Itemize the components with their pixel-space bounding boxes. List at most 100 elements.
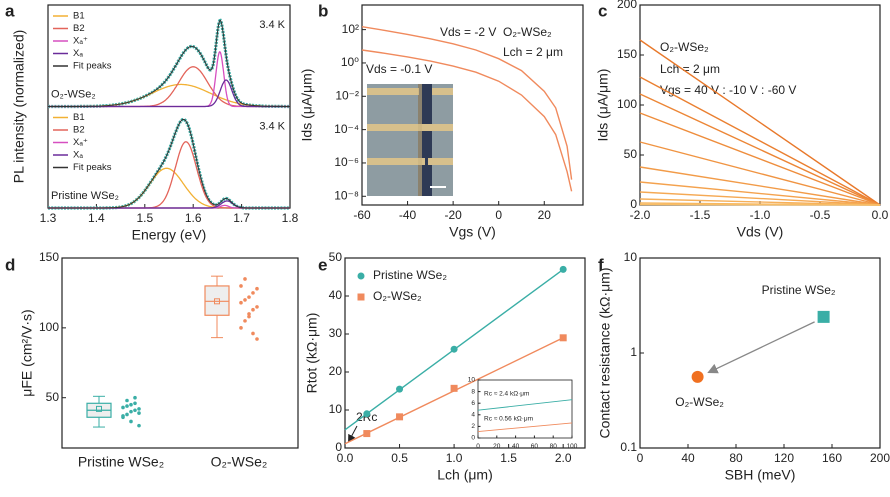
data-point <box>251 307 255 312</box>
panel-letter: e <box>318 255 327 274</box>
x-axis-label: SBH (meV) <box>725 467 796 483</box>
x-tick-label: -20 <box>444 208 462 222</box>
y-axis-label: Ids (μA/μm) <box>299 69 315 142</box>
plot-frame <box>344 257 586 449</box>
data-line <box>639 93 881 206</box>
y-tick-label: 0 <box>630 197 637 211</box>
data-line <box>639 203 881 206</box>
y-tick-label: 4 <box>471 412 475 419</box>
x-tick-label: Pristine WSe₂ <box>78 454 164 470</box>
annotation-arrow <box>348 425 358 443</box>
y-tick-label: 10 <box>468 377 476 384</box>
data-point <box>247 312 251 316</box>
data-point <box>125 404 129 408</box>
y-axis-label: Contact resistance (kΩ·μm) <box>597 267 613 438</box>
x-tick-label: 0 <box>637 451 644 465</box>
point-label: O₂-WSe₂ <box>675 395 724 409</box>
legend-label: B2 <box>73 23 85 34</box>
x-tick-label: 1.5 <box>500 451 517 465</box>
x-tick-label: 0 <box>476 443 480 450</box>
y-tick-label: 0 <box>335 440 342 454</box>
data-point <box>251 331 255 336</box>
data-line <box>639 112 881 206</box>
legend-label: Fit peaks <box>73 162 112 173</box>
mean <box>214 298 220 305</box>
annotation: Lch = 2 μm <box>660 62 720 76</box>
y-tick-label: 10 <box>329 402 343 416</box>
data-point <box>137 423 141 428</box>
y-tick-label: 10⁰ <box>341 55 359 69</box>
x-tick-label: -2.0 <box>630 208 651 222</box>
x-tick-label: 1.7 <box>233 211 250 225</box>
y-tick-label: 0 <box>471 435 475 442</box>
data-point <box>450 345 458 353</box>
y-tick-label: 2 <box>471 423 475 430</box>
x-tick-label: O₂-WSe₂ <box>211 454 268 470</box>
fit-curve <box>48 19 290 107</box>
y-tick-label: 0.1 <box>620 440 637 454</box>
x-axis-label: Vds (V) <box>737 224 784 240</box>
data-line <box>639 166 881 206</box>
data-point <box>125 398 129 403</box>
data-point <box>239 284 243 288</box>
plot-frame <box>639 4 881 206</box>
y-tick-label: 10² <box>342 22 359 36</box>
annotation: O₂-WSe₂ <box>503 25 552 39</box>
x-axis-label: Vgs (V) <box>449 224 496 240</box>
data-point <box>247 295 251 299</box>
y-tick-label: 100 <box>617 97 637 111</box>
x-tick-label: 1.3 <box>40 211 57 225</box>
mean <box>96 405 102 412</box>
y-axis-label: μFE (cm²/V·s) <box>19 309 35 396</box>
plot-frame <box>639 257 881 449</box>
x-tick-label: 20 <box>493 443 501 450</box>
data-point <box>137 407 141 411</box>
data-line <box>639 76 881 206</box>
annotation: Vds = -0.1 V <box>366 62 432 76</box>
y-tick-label: 30 <box>329 326 343 340</box>
sample-label: O₂-WSe₂ <box>51 88 96 100</box>
x-tick-label: 1.0 <box>446 451 463 465</box>
data-point <box>129 409 133 414</box>
data-point <box>450 384 458 392</box>
data-point <box>363 430 371 438</box>
x-tick-label: -1.0 <box>750 208 771 222</box>
annotation: Vgs = 40 V : -10 V : -60 V <box>660 83 796 97</box>
sample-label: Pristine WSe₂ <box>51 190 119 202</box>
y-tick-label: 50 <box>624 147 638 161</box>
y-tick-label: 150 <box>617 47 637 61</box>
legend-label: Xₐ⁺ <box>73 36 88 47</box>
x-tick-label: 100 <box>567 443 578 450</box>
data-line <box>477 399 573 411</box>
panel-letter: a <box>5 1 15 20</box>
data-line <box>639 181 881 206</box>
x-tick-label: 40 <box>512 443 520 450</box>
panel-letter: f <box>598 255 604 274</box>
data-point <box>125 412 129 417</box>
data-point <box>559 265 567 273</box>
y-tick-label: 50 <box>329 250 343 264</box>
box <box>204 285 230 316</box>
legend-label: Xₐ⁺ <box>73 137 88 148</box>
data-point <box>251 291 255 295</box>
y-tick-label: 150 <box>39 250 59 264</box>
x-tick-label: 200 <box>870 451 890 465</box>
data-point <box>817 310 830 323</box>
panel-letter: b <box>318 1 328 20</box>
data-point <box>133 408 137 413</box>
legend-label: B1 <box>73 11 85 22</box>
y-axis-label: Ids (μA/μm) <box>595 69 611 142</box>
data-point <box>137 411 141 415</box>
legend-label: Xₐ <box>73 48 83 59</box>
y-tick-label: 200 <box>617 0 637 11</box>
x-tick-label: 0.0 <box>872 208 889 222</box>
annotation: Vds = -2 V <box>440 25 496 39</box>
panel-letter: d <box>5 255 15 274</box>
y-axis-label: PL intensity (normalized) <box>11 30 27 184</box>
x-tick-label: 1.5 <box>136 211 153 225</box>
legend-label: B2 <box>73 125 85 136</box>
data-point <box>255 337 259 341</box>
data-line <box>639 141 881 206</box>
data-point <box>121 414 125 418</box>
